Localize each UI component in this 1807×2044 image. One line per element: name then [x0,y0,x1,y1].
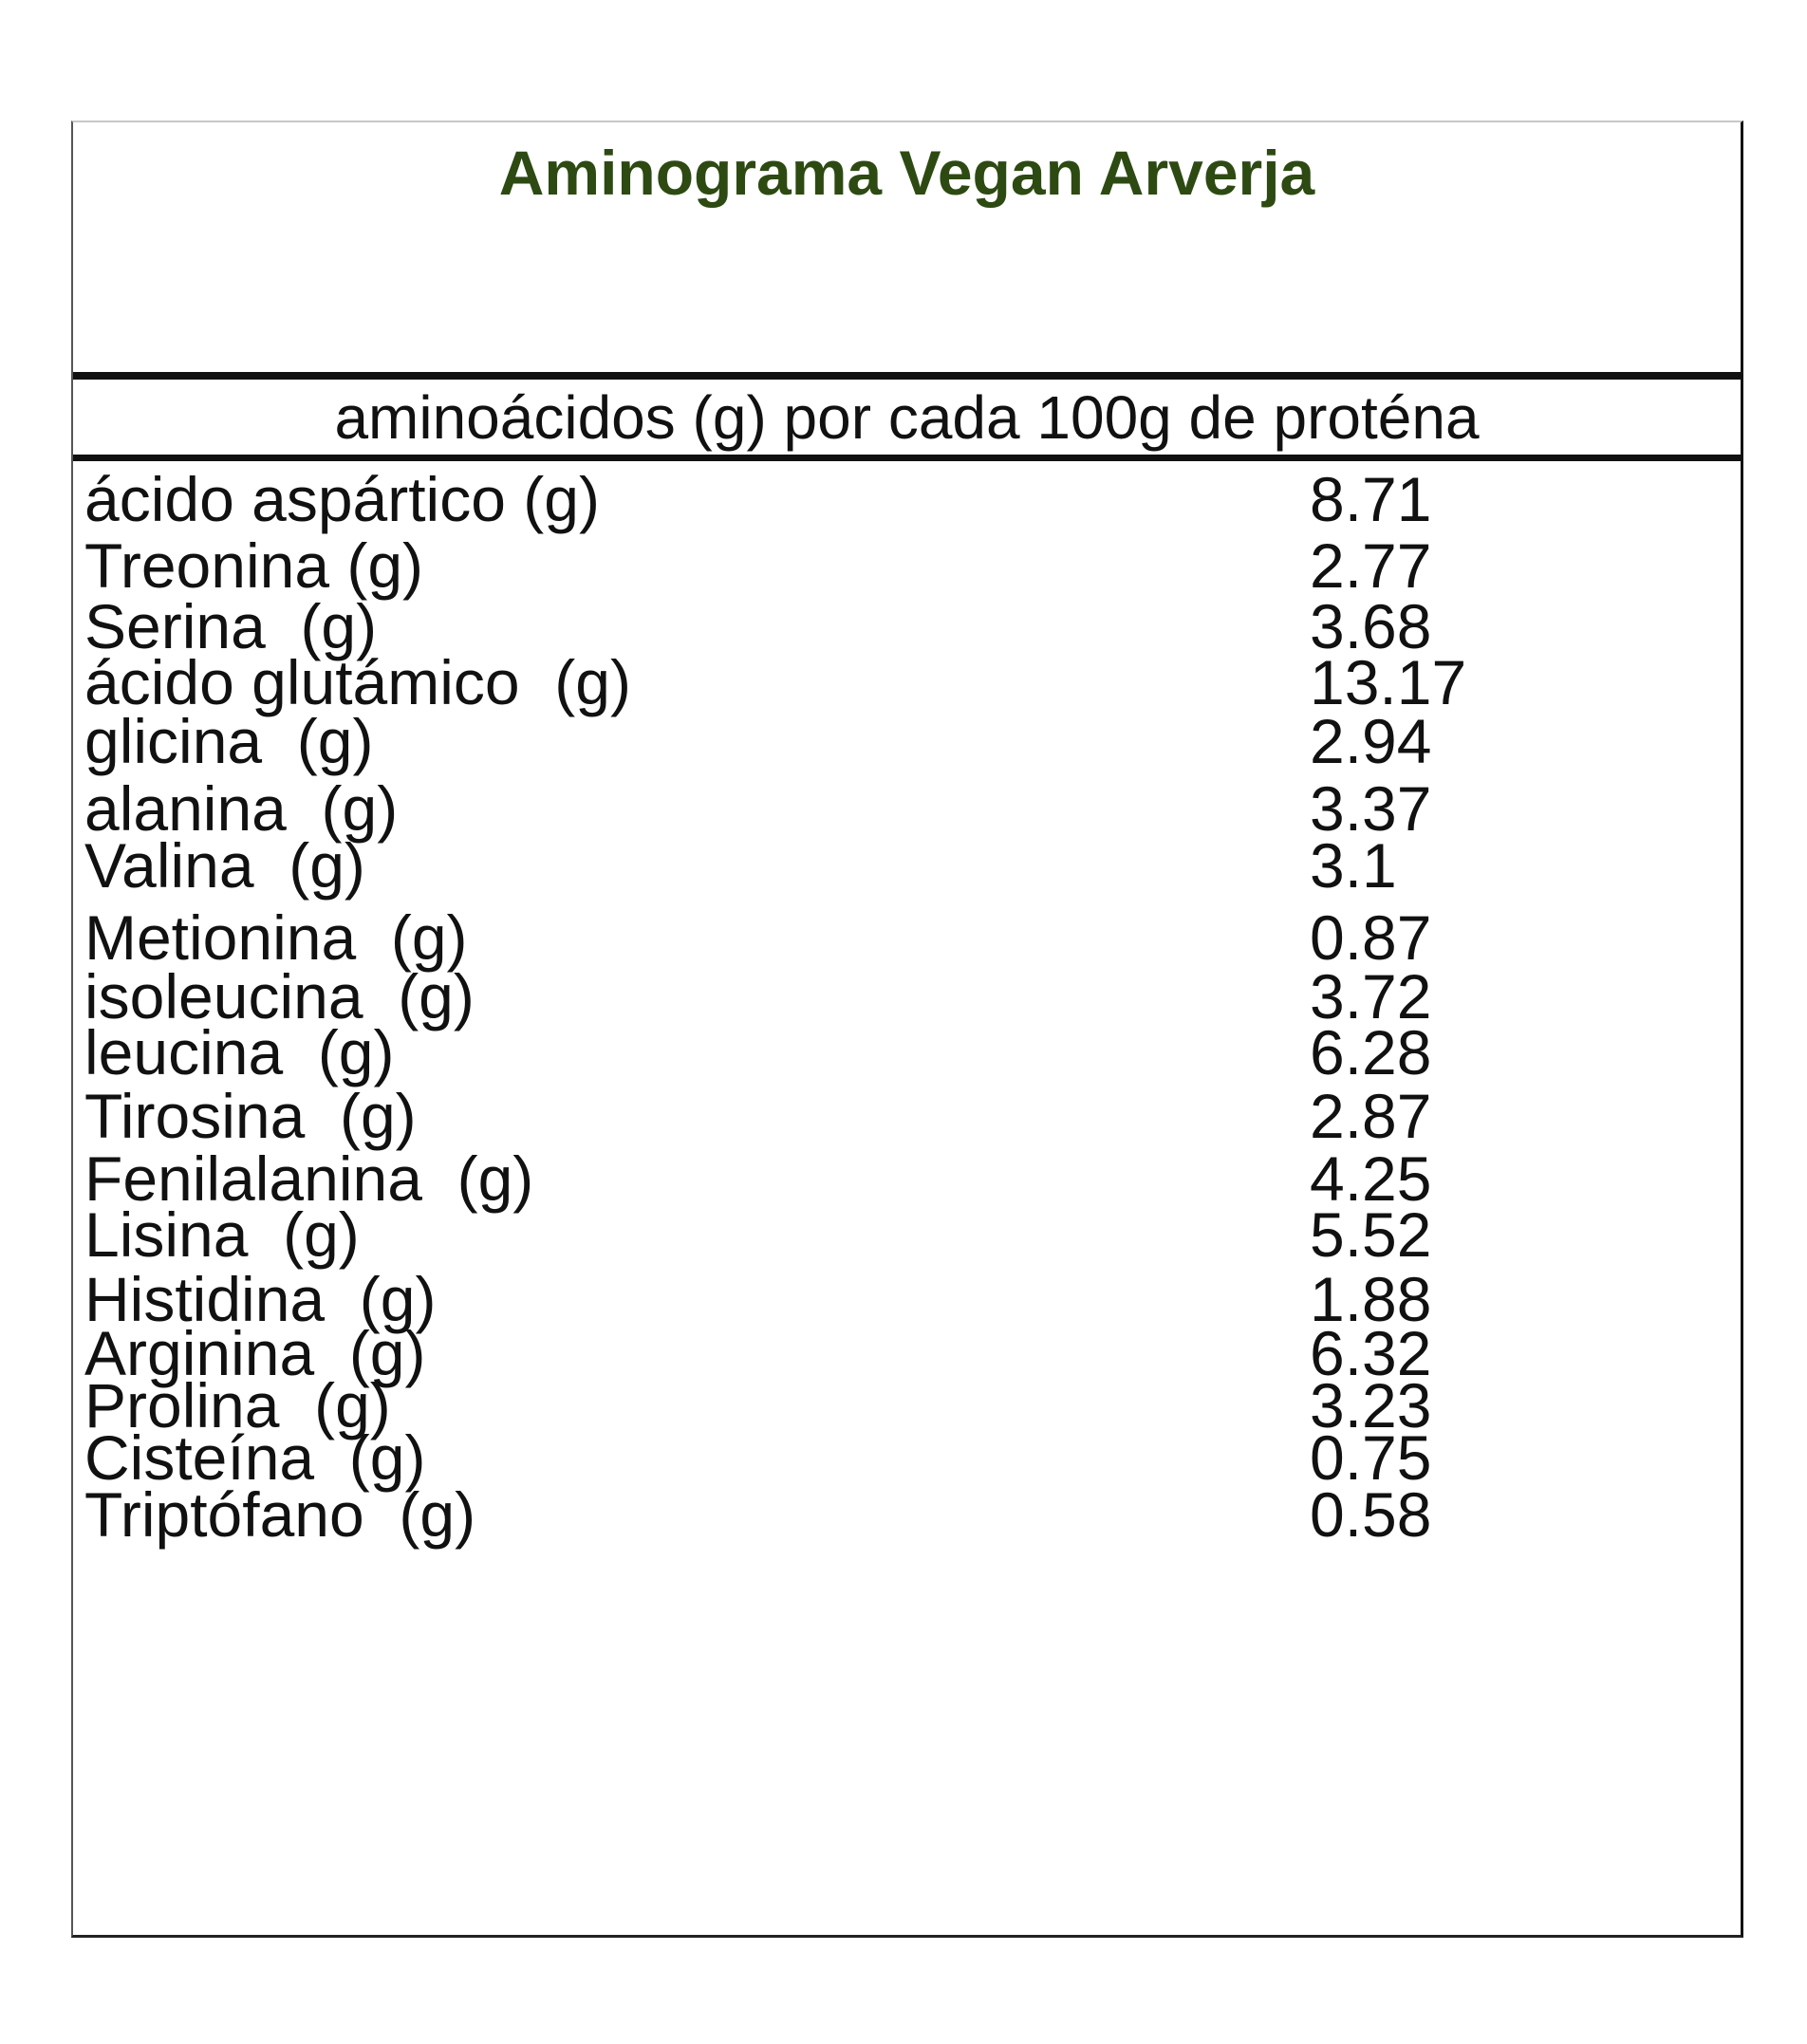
amino-acid-name: Triptófano (g) [84,1479,476,1550]
amino-acid-name: isoleucina (g) [84,961,475,1031]
amino-acid-name: Histidina (g) [84,1264,437,1334]
amino-acid-value: 3.1 [1310,830,1397,901]
table-body: ácido aspártico (g) 8.71 Treonina (g) 2.77 S… [73,461,1741,1935]
amino-acid-value: 0.87 [1310,902,1432,973]
amino-acid-value: 0.58 [1310,1479,1432,1550]
amino-acid-name: Arginina (g) [84,1318,426,1388]
table-row: Arginina (g) 6.32 [73,1315,1741,1391]
table-row: Cisteína (g) 0.75 [73,1420,1741,1496]
amino-acid-name: Serina (g) [84,591,378,661]
amino-acid-value: 6.32 [1310,1318,1432,1388]
amino-acid-name: alanina (g) [84,773,399,844]
amino-acid-value: 4.25 [1310,1143,1432,1214]
amino-acid-value: 3.68 [1310,591,1432,661]
amino-acid-name: Tirosina (g) [84,1081,417,1151]
table-row: Fenilalanina (g) 4.25 [73,1141,1741,1217]
table-row: alanina (g) 3.37 [73,771,1741,846]
amino-acid-name: Prolina (g) [84,1370,391,1440]
amino-acid-value: 3.23 [1310,1370,1432,1440]
table-row: ácido aspártico (g) 8.71 [73,461,1741,537]
table-row: Metionina (g) 0.87 [73,900,1741,976]
amino-acid-name: Valina (g) [84,830,365,901]
table-row: isoleucina (g) 3.72 [73,958,1741,1034]
amino-acid-name: Lisina (g) [84,1199,360,1270]
amino-acid-value: 8.71 [1310,464,1432,534]
table-title: Aminograma Vegan Arverja [498,138,1315,208]
amino-acid-value: 2.94 [1310,706,1432,776]
table-row: Serina (g) 3.68 [73,588,1741,664]
amino-acid-value: 3.72 [1310,961,1432,1031]
amino-acid-value: 5.52 [1310,1199,1432,1270]
amino-acid-value: 1.88 [1310,1264,1432,1334]
amino-acid-name: leucina (g) [84,1017,395,1087]
amino-acid-value: 6.28 [1310,1017,1432,1087]
table-row: Tirosina (g) 2.87 [73,1078,1741,1154]
amino-acid-name: glicina (g) [84,706,374,776]
table-subtitle: aminoácidos (g) por cada 100g de proténa [334,383,1480,452]
aminogram-table: Aminograma Vegan Arverja aminoácidos (g)… [71,121,1743,1938]
amino-acid-value: 0.75 [1310,1422,1432,1493]
header-divider-bottom [73,455,1741,461]
table-row: Lisina (g) 5.52 [73,1197,1741,1273]
table-row: Prolina (g) 3.23 [73,1367,1741,1443]
table-row: Treonina (g) 2.77 [73,528,1741,604]
table-row: Triptófano (g) 0.58 [73,1477,1741,1552]
amino-acid-name: Cisteína (g) [84,1422,426,1493]
amino-acid-value: 3.37 [1310,773,1432,844]
table-row: Histidina (g) 1.88 [73,1261,1741,1337]
table-row: leucina (g) 6.28 [73,1014,1741,1090]
table-row: ácido glutámico (g) 13.17 [73,644,1741,720]
amino-acid-name: Metionina (g) [84,902,468,973]
amino-acid-value: 2.87 [1310,1081,1432,1151]
amino-acid-value: 2.77 [1310,530,1432,601]
amino-acid-name: ácido glutámico (g) [84,647,631,717]
table-row: Valina (g) 3.1 [73,827,1741,903]
amino-acid-name: Treonina (g) [84,530,424,601]
header-divider-top [73,372,1741,380]
amino-acid-name: ácido aspártico (g) [84,464,600,534]
amino-acid-name: Fenilalanina (g) [84,1143,534,1214]
amino-acid-value: 13.17 [1310,647,1467,717]
table-row: glicina (g) 2.94 [73,703,1741,779]
